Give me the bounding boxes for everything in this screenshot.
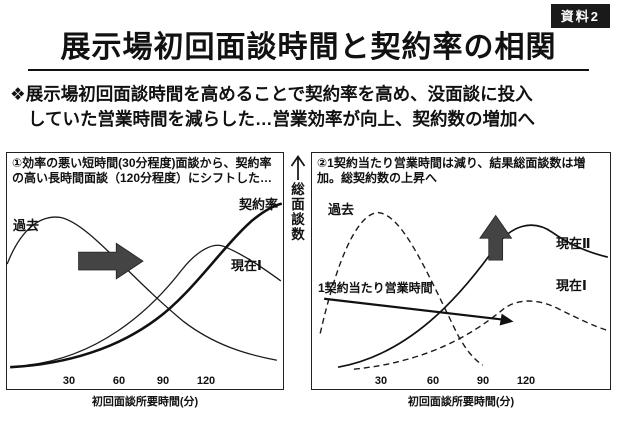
x-tick-120: 120 (516, 375, 536, 387)
left-x-axis-label: 初回面談所要時間(分) (91, 396, 199, 408)
past-dashed-curve (319, 211, 484, 366)
past-curve (7, 216, 278, 361)
sales-time-label: 1契約当たり営業時間 (318, 281, 433, 295)
lead-line1: ❖展示場初回面談時間を高めることで契約率を高め、没面談に投入 (10, 82, 613, 107)
present1-curve (26, 244, 282, 366)
page-title: 展示場初回面談時間と契約率の相関 (60, 31, 557, 64)
x-tick-60: 60 (426, 375, 440, 387)
diamond-bullet-icon: ❖ (10, 84, 26, 104)
x-tick-30: 30 (62, 375, 76, 387)
title-underline (28, 69, 589, 71)
lead-line2: していた営業時間を減らした…営業効率が向上、契約数の増加へ (28, 108, 535, 129)
left-annotation: ①効率の悪い短時間(30分程度)面談から、契約率の高い長時間面談（120分程度）… (12, 156, 273, 186)
y-axis-label: 総面談数 (291, 182, 305, 243)
x-tick-90: 90 (156, 375, 170, 387)
present1-label: 現在Ⅰ (231, 258, 262, 273)
x-tick-120: 120 (196, 375, 216, 387)
left-chart-curves (7, 202, 283, 369)
right-chart-panel: ②1契約当たり営業時間は減り、結果総面談数は増加。総契約数の上昇へ 過去 現在Ⅱ… (311, 152, 611, 390)
x-tick-90: 90 (476, 375, 490, 387)
y-axis: 総面談数 (287, 154, 309, 390)
right-annotation: ②1契約当たり営業時間は減り、結果総面談数は増加。総契約数の上昇へ (317, 156, 586, 186)
y-axis-arrow-icon (290, 154, 306, 180)
x-tick-30: 30 (374, 375, 388, 387)
right-chart-curves (319, 211, 608, 370)
x-tick-60: 60 (112, 375, 126, 387)
contract-rate-curve (10, 202, 283, 369)
present1-label: 現在Ⅰ (556, 278, 587, 293)
present1-dashed-curve (353, 300, 608, 370)
present2-label: 現在Ⅱ (556, 236, 591, 251)
past-label: 過去 (328, 202, 355, 217)
contract-rate-label: 契約率 (238, 197, 278, 212)
past-label: 過去 (13, 218, 40, 233)
material-number-badge: 資料2 (550, 4, 610, 28)
sales-time-arrow-head-icon (499, 313, 514, 326)
shift-right-arrow-icon (78, 242, 144, 280)
lead-text: ❖展示場初回面談時間を高めることで契約率を高め、没面談に投入 していた営業時間を… (10, 82, 613, 131)
increase-up-arrow-icon (479, 214, 513, 261)
right-x-axis-label: 初回面談所要時間(分) (407, 396, 515, 408)
sales-time-arrow-line (324, 297, 503, 321)
left-chart-panel: ①効率の悪い短時間(30分程度)面談から、契約率の高い長時間面談（120分程度）… (6, 152, 284, 390)
lead-line1-text: 展示場初回面談時間を高めることで契約率を高め、没面談に投入 (25, 84, 533, 104)
